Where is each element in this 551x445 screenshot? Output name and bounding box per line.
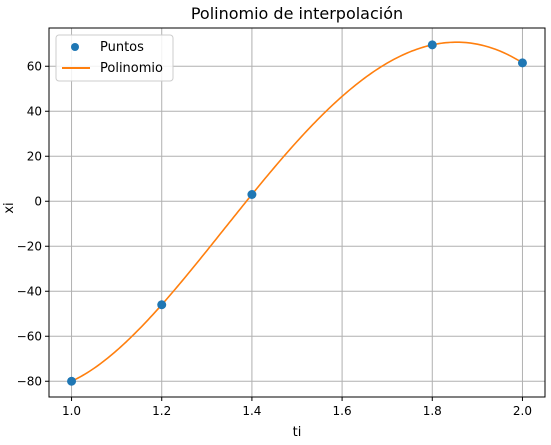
legend-label-puntos: Puntos (100, 40, 144, 55)
x-tick-label: 1.8 (423, 404, 442, 418)
y-tick-label: 20 (27, 149, 42, 163)
y-tick-label: −60 (17, 329, 42, 343)
y-tick-label: −20 (17, 239, 42, 253)
y-tick-label: 40 (27, 104, 42, 118)
legend-marker-puntos (71, 43, 79, 51)
x-tick-label: 1.2 (152, 404, 171, 418)
chart-title: Polinomio de interpolación (191, 4, 403, 23)
puntos-marker (517, 58, 527, 68)
plot-series-layer (71, 41, 523, 382)
y-ticks: −80 −60 −40 −20 0 20 40 60 (17, 59, 49, 388)
y-tick-label: −80 (17, 374, 42, 388)
puntos-marker (247, 190, 257, 199)
x-axis-label: ti (293, 425, 302, 440)
x-tick-label: 1.0 (62, 404, 81, 418)
plot-frame (48, 27, 546, 398)
y-tick-label: 0 (34, 194, 42, 208)
legend: Puntos Polinomio (55, 34, 174, 82)
y-axis-label: xi (2, 202, 17, 213)
x-tick-label: 2.0 (513, 404, 532, 418)
legend-label-polinomio: Polinomio (100, 61, 163, 76)
x-tick-label: 1.4 (242, 404, 261, 418)
y-tick-label: 60 (27, 59, 42, 73)
y-tick-label: −40 (17, 284, 42, 298)
x-tick-label: 1.6 (333, 404, 352, 418)
puntos-marker (67, 376, 77, 386)
polinomio-line (71, 41, 523, 382)
puntos-marker (157, 300, 167, 310)
grid (49, 28, 545, 397)
puntos-marker (427, 40, 437, 50)
plot-points-layer (67, 40, 527, 386)
legend-box (55, 34, 174, 82)
x-ticks: 1.0 1.2 1.4 1.6 1.8 2.0 (62, 397, 532, 418)
